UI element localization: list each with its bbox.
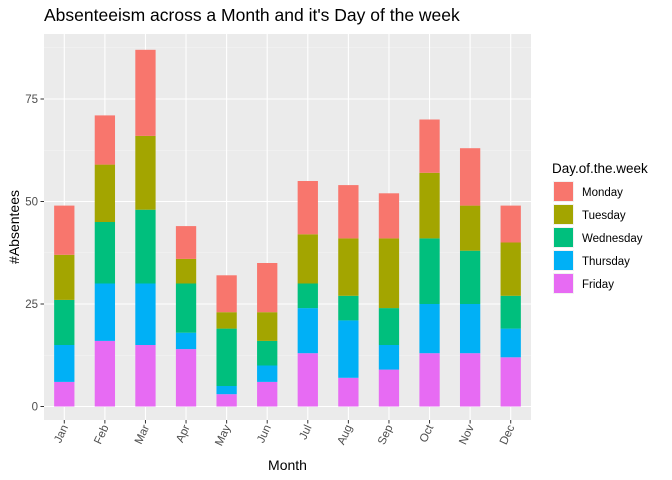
bar-mar-tuesday <box>135 135 156 210</box>
x-tick-label: Apr <box>174 423 193 444</box>
bar-jan-wednesday <box>54 299 75 345</box>
y-tick-label: 50 <box>25 197 38 209</box>
bar-jul-wednesday <box>297 283 318 309</box>
bar-oct-tuesday <box>419 172 440 239</box>
y-tick-label: 25 <box>25 299 38 311</box>
bar-oct-monday <box>419 119 440 173</box>
bar-jul-thursday <box>297 308 318 354</box>
bar-dec-wednesday <box>500 295 521 329</box>
bar-oct-wednesday <box>419 238 440 304</box>
bar-mar-monday <box>135 49 156 136</box>
legend-swatch-monday <box>554 182 573 201</box>
bar-nov-wednesday <box>459 250 481 304</box>
bar-jun-friday <box>257 381 278 407</box>
bar-mar-wednesday <box>135 209 156 284</box>
x-tick-label: Oct <box>418 422 437 444</box>
bar-sep-wednesday <box>378 308 400 345</box>
bar-aug-friday <box>338 377 359 407</box>
bar-apr-monday <box>175 226 197 259</box>
plot-panel <box>44 34 531 420</box>
legend-label-thursday: Thursday <box>582 256 630 268</box>
bar-sep-tuesday <box>378 238 400 309</box>
bar-jun-tuesday <box>257 312 278 341</box>
bar-jul-tuesday <box>297 234 318 284</box>
bar-dec-tuesday <box>500 242 521 296</box>
bar-sep-monday <box>378 193 400 239</box>
bar-sep-thursday <box>378 345 400 370</box>
bar-feb-thursday <box>94 283 116 341</box>
bar-sep-friday <box>378 369 400 407</box>
legend-label-wednesday: Wednesday <box>582 233 643 245</box>
x-tick-label: Jan <box>52 423 71 445</box>
bar-feb-monday <box>94 115 116 165</box>
bar-jun-wednesday <box>257 340 278 366</box>
x-axis-title: Month <box>268 457 307 473</box>
bar-oct-thursday <box>419 304 440 354</box>
legend-swatch-friday <box>554 274 573 293</box>
legend-label-friday: Friday <box>582 279 614 291</box>
bar-may-tuesday <box>216 312 237 329</box>
bar-may-friday <box>216 394 237 407</box>
bar-aug-tuesday <box>338 238 359 296</box>
legend-swatch-tuesday <box>554 205 573 224</box>
chart-title: Absenteeism across a Month and it's Day … <box>44 5 460 25</box>
x-tick-label: Sep <box>376 423 396 447</box>
y-tick-label: 75 <box>25 94 38 106</box>
bar-jun-thursday <box>257 365 278 382</box>
bar-nov-monday <box>459 148 481 206</box>
x-tick-label: Dec <box>498 423 518 447</box>
bar-jun-monday <box>257 263 278 313</box>
bar-aug-monday <box>338 185 359 239</box>
y-axis: 0 25 50 75 <box>25 94 44 414</box>
x-axis: Jan Feb Mar Apr May Jun Jul Aug Sep Oct Nov Dec <box>52 420 518 448</box>
legend-label-tuesday: Tuesday <box>582 210 626 222</box>
bar-feb-tuesday <box>94 164 116 222</box>
x-tick-label: Jul <box>297 423 314 441</box>
bar-feb-wednesday <box>94 222 116 284</box>
bar-jan-thursday <box>54 345 75 382</box>
x-tick-label: Nov <box>457 423 477 447</box>
legend-swatch-wednesday <box>554 228 573 247</box>
bar-apr-tuesday <box>175 258 197 284</box>
bar-nov-tuesday <box>459 205 481 251</box>
bar-mar-thursday <box>135 283 156 345</box>
bar-mar-friday <box>135 345 156 407</box>
bar-dec-friday <box>500 357 521 407</box>
legend-title: Day.of.the.week <box>552 161 648 176</box>
bar-apr-wednesday <box>175 283 197 333</box>
bar-nov-friday <box>459 353 481 407</box>
bar-aug-thursday <box>338 320 359 378</box>
bar-oct-friday <box>419 353 440 407</box>
x-tick-label: Mar <box>133 423 152 446</box>
legend-label-monday: Monday <box>582 187 623 199</box>
bars <box>54 49 521 407</box>
bar-apr-thursday <box>175 332 197 350</box>
bar-nov-thursday <box>459 304 481 354</box>
bar-jul-friday <box>297 353 318 407</box>
bar-jan-friday <box>54 381 75 407</box>
bar-feb-friday <box>94 340 116 407</box>
legend: Day.of.the.week Monday Tuesday Wednesday Th… <box>552 161 648 294</box>
x-tick-label: Aug <box>336 423 356 447</box>
bar-jan-monday <box>54 205 75 255</box>
bar-may-thursday <box>216 386 237 395</box>
bar-may-wednesday <box>216 328 237 386</box>
x-tick-label: Feb <box>92 423 111 446</box>
bar-dec-monday <box>500 205 521 243</box>
x-tick-label: Jun <box>255 423 274 445</box>
bar-jul-monday <box>297 181 318 235</box>
legend-swatch-thursday <box>554 251 573 270</box>
bar-may-monday <box>216 275 237 313</box>
bar-jan-tuesday <box>54 254 75 300</box>
y-axis-title: #Absentees <box>6 190 22 264</box>
bar-apr-friday <box>175 349 197 407</box>
x-tick-label: May <box>213 423 233 448</box>
y-tick-label: 0 <box>32 402 38 414</box>
bar-aug-wednesday <box>338 295 359 321</box>
bar-dec-thursday <box>500 328 521 358</box>
